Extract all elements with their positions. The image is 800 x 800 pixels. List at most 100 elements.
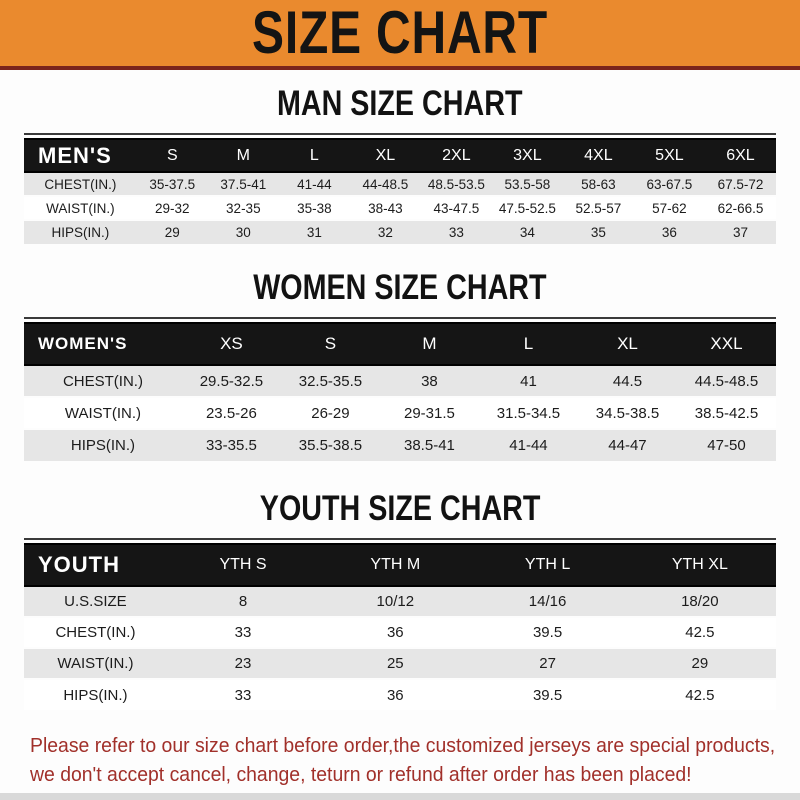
disclaimer-line-1: Please refer to our size chart before or… [30,735,776,757]
size-header-cell: 3XL [491,138,563,173]
value-cell: 26-29 [280,396,380,429]
youth-section-title-text: YOUTH SIZE CHART [259,489,541,528]
value-cell: 44.5 [577,364,677,397]
man-section-title-text: MAN SIZE CHART [277,84,523,123]
size-header-cell: 4XL [562,138,634,173]
value-cell: 42.5 [623,678,776,710]
disclaimer-line-2: we don't accept cancel, change, teturn o… [30,764,692,786]
youth-size-table: YOUTH YTH S YTH M YTH L YTH XL U.S.SIZE 8 10/12… [24,543,776,710]
size-header-cell: L [478,322,578,366]
value-cell: 27 [471,647,624,679]
size-header-cell: XL [349,138,421,173]
table-header-row: YOUTH YTH S YTH M YTH L YTH XL [24,543,776,587]
value-cell: 41-44 [478,428,578,461]
value-cell: 29.5-32.5 [181,364,281,397]
value-cell: 30 [207,219,279,244]
measure-label-cell: WAIST(IN.) [24,647,167,679]
value-cell: 33-35.5 [181,428,281,461]
table-name-cell: YOUTH [24,543,167,587]
value-cell: 18/20 [623,585,776,617]
size-header-cell: S [280,322,380,366]
value-cell: 29-32 [136,195,208,220]
size-header-cell: YTH M [319,543,472,587]
table-row: CHEST(IN.) 29.5-32.5 32.5-35.5 38 41 44.5 44.5… [24,364,776,397]
value-cell: 63-67.5 [633,171,705,196]
value-cell: 32-35 [207,195,279,220]
value-cell: 42.5 [623,616,776,648]
value-cell: 8 [166,585,320,617]
women-size-table-wrap: WOMEN'S XS S M L XL XXL CHEST(IN.) 29.5-32.5 32.5… [24,317,776,461]
measure-label-cell: WAIST(IN.) [24,195,137,220]
value-cell: 33 [166,616,320,648]
table-row: WAIST(IN.) 29-32 32-35 35-38 38-43 43-47.5 47.… [24,195,776,220]
value-cell: 14/16 [471,585,624,617]
value-cell: 35-38 [278,195,350,220]
table-header-row: WOMEN'S XS S M L XL XXL [24,322,776,366]
table-row: HIPS(IN.) 29 30 31 32 33 34 35 36 37 [24,219,776,244]
banner-title: SIZE CHART [252,0,548,66]
value-cell: 23.5-26 [181,396,281,429]
table-row: HIPS(IN.) 33 36 39.5 42.5 [24,678,776,710]
size-header-cell: M [379,322,479,366]
value-cell: 39.5 [471,678,624,710]
table-name-cell: WOMEN'S [24,322,182,366]
value-cell: 33 [420,219,492,244]
value-cell: 48.5-53.5 [420,171,492,196]
size-header-cell: YTH L [471,543,624,587]
value-cell: 35-37.5 [136,171,208,196]
value-cell: 29 [623,647,776,679]
measure-label-cell: CHEST(IN.) [24,171,137,196]
value-cell: 35.5-38.5 [280,428,380,461]
value-cell: 36 [319,616,472,648]
table-row: WAIST(IN.) 23 25 27 29 [24,647,776,679]
measure-label-cell: HIPS(IN.) [24,428,182,461]
value-cell: 31.5-34.5 [478,396,578,429]
table-row: CHEST(IN.) 35-37.5 37.5-41 41-44 44-48.5 48.5… [24,171,776,196]
youth-size-table-wrap: YOUTH YTH S YTH M YTH L YTH XL U.S.SIZE 8 10/12… [24,538,776,710]
value-cell: 47.5-52.5 [491,195,563,220]
men-size-table-wrap: MEN'S S M L XL 2XL 3XL 4XL 5XL 6XL CHEST(IN.) 35-37… [24,133,776,244]
value-cell: 33 [166,678,320,710]
measure-label-cell: CHEST(IN.) [24,364,182,397]
value-cell: 38.5-42.5 [676,396,776,429]
size-header-cell: YTH XL [623,543,776,587]
size-header-cell: YTH S [166,543,320,587]
size-chart-banner: SIZE CHART [0,0,800,70]
value-cell: 29-31.5 [379,396,479,429]
value-cell: 29 [136,219,208,244]
value-cell: 23 [166,647,320,679]
value-cell: 44.5-48.5 [676,364,776,397]
value-cell: 53.5-58 [491,171,563,196]
value-cell: 38 [379,364,479,397]
table-name-cell: MEN'S [24,138,137,173]
size-header-cell: XXL [676,322,776,366]
size-header-cell: XL [577,322,677,366]
women-section-title: WOMEN SIZE CHART [0,270,800,305]
value-cell: 38-43 [349,195,421,220]
size-header-cell: S [136,138,208,173]
value-cell: 47-50 [676,428,776,461]
size-header-cell: 5XL [633,138,705,173]
table-header-row: MEN'S S M L XL 2XL 3XL 4XL 5XL 6XL [24,138,776,173]
table-row: WAIST(IN.) 23.5-26 26-29 29-31.5 31.5-34.5 34… [24,396,776,429]
youth-section-title: YOUTH SIZE CHART [0,491,800,526]
value-cell: 58-63 [562,171,634,196]
value-cell: 57-62 [633,195,705,220]
women-section-title-text: WOMEN SIZE CHART [253,268,547,307]
table-row: U.S.SIZE 8 10/12 14/16 18/20 [24,585,776,617]
value-cell: 43-47.5 [420,195,492,220]
value-cell: 36 [319,678,472,710]
value-cell: 62-66.5 [704,195,776,220]
value-cell: 44-47 [577,428,677,461]
bottom-edge-strip [0,793,800,800]
value-cell: 10/12 [319,585,472,617]
size-header-cell: M [207,138,279,173]
size-header-cell: L [278,138,350,173]
value-cell: 52.5-57 [562,195,634,220]
value-cell: 36 [633,219,705,244]
size-header-cell: 6XL [704,138,776,173]
value-cell: 38.5-41 [379,428,479,461]
man-section-title: MAN SIZE CHART [0,86,800,121]
size-header-cell: 2XL [420,138,492,173]
